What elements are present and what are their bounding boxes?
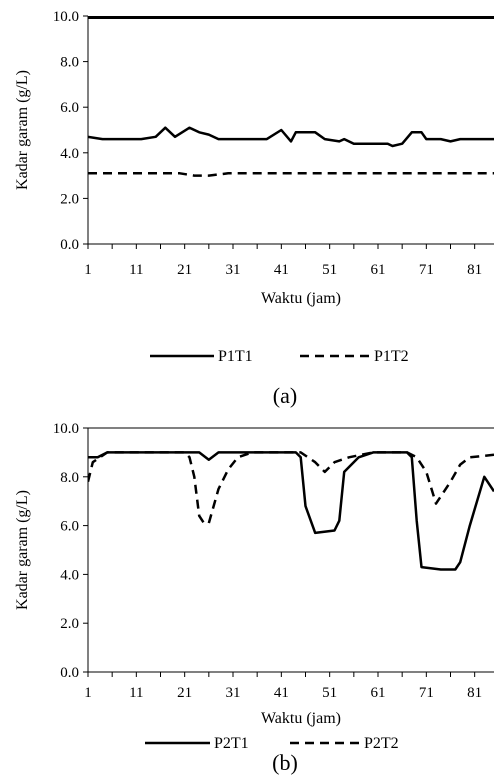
y-tick-label: 4.0 [60,567,79,583]
x-tick-label: 21 [177,685,192,701]
legend-label-p1t1: P1T1 [218,348,253,365]
series-line-p2t2 [88,451,494,525]
x-tick-label: 1 [84,262,92,278]
y-tick-label: 0.0 [60,237,79,253]
x-tick-label: 1 [84,685,92,701]
y-tick-label: 10.0 [53,9,79,25]
x-tick-label: 71 [419,262,434,278]
x-tick-label: 41 [274,262,289,278]
x-tick-label: 71 [419,685,434,701]
y-tick-label: 8.0 [60,470,79,486]
x-tick-label: 81 [467,685,482,701]
chart-b: 0.02.04.06.08.010.01 11 21 31 41 51 61 71 81Wakt… [14,421,494,775]
y-tick-label: 2.0 [60,616,79,632]
y-tick-label: 4.0 [60,146,79,162]
x-axis-label: Waktu (jam) [261,290,341,307]
legend-label-p2t1: P2T1 [214,735,249,752]
x-tick-label: 81 [467,262,482,278]
y-tick-label: 2.0 [60,191,79,207]
x-axis-label: Waktu (jam) [261,710,341,727]
y-axis-label: Kadar garam (g/L) [14,490,31,610]
x-tick-label: 61 [371,262,386,278]
x-tick-label: 41 [274,685,289,701]
chart-a: 0.02.04.06.08.010.01 11 21 31 41 51 61 71 81Wakt… [14,9,494,408]
x-tick-label: 31 [226,262,241,278]
series-line-p1t1 [88,126,494,148]
y-tick-label: 8.0 [60,55,79,71]
y-axis-label: Kadar garam (g/L) [14,70,31,190]
y-tick-label: 10.0 [53,421,79,437]
figure-caption: (a) [273,383,297,408]
legend-label-p2t2: P2T2 [364,735,399,752]
x-tick-label: 31 [226,685,241,701]
series-line-p2t1 [88,451,494,571]
legend-label-p1t2: P1T2 [374,348,409,365]
x-tick-label: 21 [177,262,192,278]
y-tick-label: 6.0 [60,100,79,116]
x-tick-label: 11 [129,262,143,278]
series-line-p1t2 [88,172,494,177]
x-tick-label: 51 [322,685,337,701]
x-tick-label: 51 [322,262,337,278]
x-tick-label: 11 [129,685,143,701]
y-tick-label: 0.0 [60,665,79,681]
x-tick-label: 61 [371,685,386,701]
figure-caption: (b) [272,750,298,775]
y-tick-label: 6.0 [60,519,79,535]
